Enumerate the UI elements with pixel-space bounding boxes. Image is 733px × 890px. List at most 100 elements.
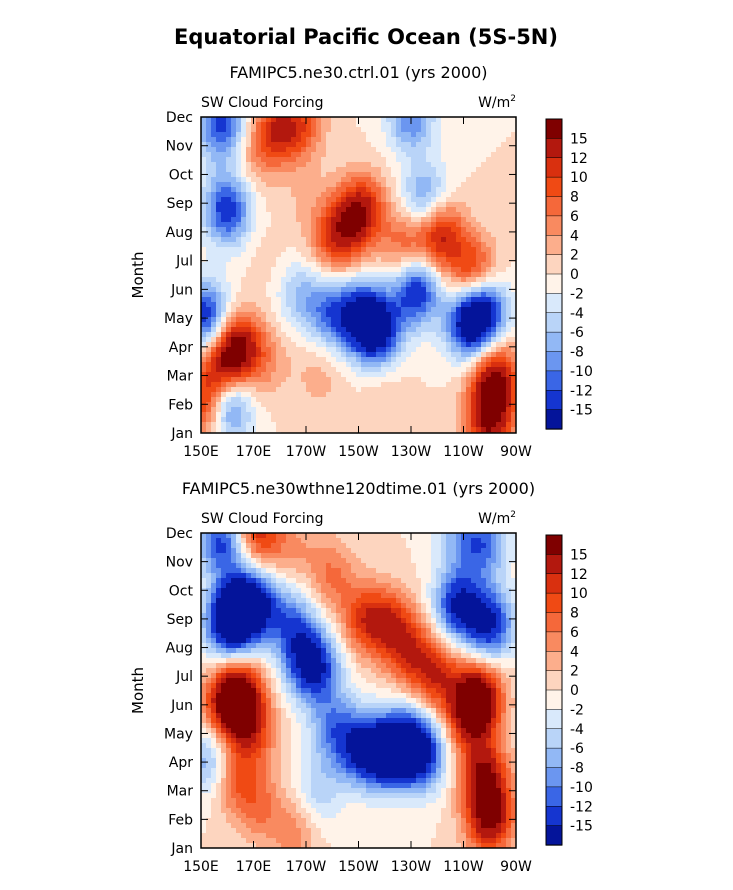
y-tick-label: Jun [170, 698, 193, 714]
colorbar-swatch [545, 331, 563, 353]
colorbar-swatch [545, 351, 563, 372]
colorbar-label: 2 [570, 664, 579, 680]
colorbar-swatch [545, 806, 563, 827]
colorbar-swatch [545, 767, 563, 788]
colorbar-label: 4 [570, 644, 579, 660]
colorbar-swatch [545, 689, 563, 711]
colorbar-swatch [545, 196, 563, 217]
colorbar-label: 0 [570, 683, 579, 699]
colorbar-label: 15 [570, 131, 588, 147]
colorbar-label: 10 [570, 170, 588, 186]
colorbar-label: 6 [570, 209, 579, 225]
x-tick-label: 170W [286, 859, 327, 875]
x-tick-label: 150E [183, 444, 219, 460]
y-tick-label: Apr [169, 755, 193, 771]
colorbar-label: -8 [570, 761, 584, 777]
colorbar-swatch [545, 138, 563, 159]
colorbar-swatch [545, 390, 563, 411]
colorbar-label: -6 [570, 741, 584, 757]
colorbar-label: 12 [570, 151, 588, 167]
panel-title: FAMIPC5.ne30wthne120dtime.01 (yrs 2000) [182, 479, 535, 498]
colorbar-swatch [545, 592, 563, 614]
colorbar-swatch [545, 235, 563, 256]
x-tick-label: 170E [236, 444, 272, 460]
y-tick-label: Aug [166, 641, 193, 657]
colorbar-swatch [545, 786, 563, 807]
y-tick-label: Feb [168, 397, 193, 413]
x-tick-label: 90W [500, 859, 532, 875]
y-tick-label: Nov [166, 555, 193, 571]
colorbar-label: 2 [570, 248, 579, 264]
contour-field [201, 533, 516, 848]
x-tick-label: 150E [183, 859, 219, 875]
x-tick-label: 170W [286, 444, 327, 460]
y-tick-label: Feb [168, 812, 193, 828]
units-label: W/m2 [478, 94, 516, 111]
y-tick-label: Jul [175, 254, 193, 270]
top-panel: FAMIPC5.ne30.ctrl.01 (yrs 2000) SW Cloud … [129, 63, 593, 460]
x-tick-label: 170E [236, 859, 272, 875]
y-axis-label: Month [129, 667, 147, 714]
contour-field [201, 117, 516, 433]
colorbar-swatch [545, 312, 563, 333]
colorbar-swatch [545, 293, 563, 314]
colorbar-label: 10 [570, 586, 588, 602]
y-tick-label: May [164, 311, 193, 327]
colorbar-label: 8 [570, 606, 579, 622]
y-tick-label: Apr [169, 340, 193, 356]
y-tick-label: Dec [166, 110, 193, 126]
colorbar-label: -6 [570, 325, 584, 341]
y-tick-label: Mar [167, 784, 194, 800]
colorbar-label: -12 [570, 799, 593, 815]
y-tick-label: Sep [167, 196, 194, 212]
panel-title: FAMIPC5.ne30.ctrl.01 (yrs 2000) [229, 63, 487, 82]
colorbar-label: -15 [570, 403, 593, 419]
bottom-panel: FAMIPC5.ne30wthne120dtime.01 (yrs 2000) S… [129, 479, 593, 875]
colorbar-label: -12 [570, 383, 593, 399]
colorbar-label: 8 [570, 190, 579, 206]
colorbar-label: -4 [570, 722, 584, 738]
colorbar-swatch [545, 631, 563, 652]
units-label: W/m2 [478, 510, 516, 527]
colorbar-swatch [545, 215, 563, 236]
y-tick-label: Nov [166, 139, 193, 155]
colorbar-swatch [545, 534, 563, 556]
colorbar-swatch [545, 670, 563, 691]
x-tick-label: 90W [500, 444, 532, 460]
colorbar-swatch [545, 747, 563, 769]
colorbar-swatch [545, 254, 563, 275]
colorbar-label: -15 [570, 819, 593, 835]
variable-label: SW Cloud Forcing [201, 511, 324, 527]
colorbar-swatch [545, 573, 563, 594]
colorbar-label: 15 [570, 547, 588, 563]
colorbar-swatch [545, 651, 563, 672]
colorbar: 15 12 10 8 6 4 2 0 -2 -4 -6 -8 -10 -12 -15 [545, 118, 593, 430]
x-tick-label: 150W [338, 444, 379, 460]
y-tick-label: Jun [170, 282, 193, 298]
y-tick-label: Oct [169, 583, 194, 599]
x-tick-label: 110W [443, 859, 484, 875]
colorbar: 15 12 10 8 6 4 2 0 -2 -4 -6 -8 -10 -12 -15 [545, 534, 593, 846]
colorbar-label: -4 [570, 306, 584, 322]
y-tick-label: Jan [170, 426, 193, 442]
colorbar-label: 0 [570, 267, 579, 283]
y-tick-label: Jul [175, 669, 193, 685]
y-tick-label: Mar [167, 369, 194, 385]
colorbar-swatch [545, 273, 563, 295]
y-tick-label: May [164, 726, 193, 742]
x-tick-label: 150W [338, 859, 379, 875]
colorbar-swatch [545, 370, 563, 391]
colorbar-label: 4 [570, 228, 579, 244]
colorbar-label: 12 [570, 567, 588, 583]
colorbar-swatch [545, 709, 563, 730]
colorbar-swatch [545, 554, 563, 575]
colorbar-swatch [545, 409, 563, 430]
y-axis-label: Month [129, 251, 147, 298]
y-tick-label: Dec [166, 526, 193, 542]
colorbar-swatch [545, 728, 563, 749]
variable-label: SW Cloud Forcing [201, 95, 324, 111]
colorbar-swatch [545, 176, 563, 198]
colorbar-label: -2 [570, 286, 584, 302]
y-tick-label: Oct [169, 167, 194, 183]
